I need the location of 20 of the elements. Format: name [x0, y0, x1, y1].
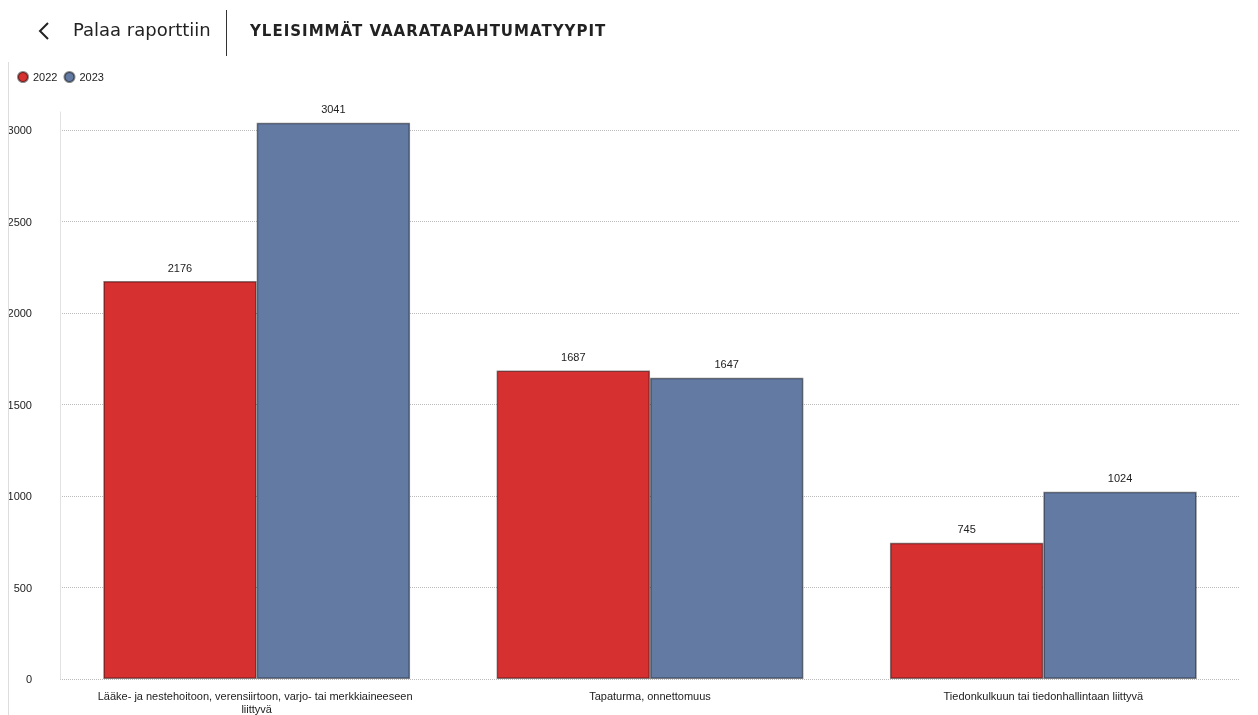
x-tick-label: Lääke- ja nestehoitoon, verensiirtoon, varjo- tai merkkiaineeseen liittyvä [97, 689, 416, 715]
y-tick-label: 500 [13, 581, 32, 594]
y-tick-label: 1500 [7, 398, 32, 411]
y-tick-label: 2000 [7, 307, 32, 320]
x-tick-label: Tapaturma, onnettomuus [589, 689, 712, 702]
data-label: 745 [957, 523, 976, 536]
x-tick-label: Tiedonkulkuun tai tiedonhallintaan liittyvä [943, 689, 1144, 702]
legend-label: 2023 [79, 71, 104, 83]
data-label: 1647 [714, 358, 739, 371]
data-label: 2176 [167, 261, 193, 274]
y-tick-label: 0 [25, 673, 32, 685]
text: Palaa raporttiin [73, 19, 211, 40]
y-tick-label: 2500 [7, 215, 32, 228]
data-label: 3041 [321, 103, 346, 116]
data-label: 1687 [561, 350, 586, 363]
y-tick-label: 3000 [7, 124, 32, 137]
legend-label: 2022 [33, 71, 58, 83]
data-label: 1024 [1107, 472, 1133, 485]
y-tick-label: 1000 [7, 490, 32, 503]
chart-title: YLEISIMMÄT VAARATAPAHTUMATYYPIT [250, 22, 607, 40]
